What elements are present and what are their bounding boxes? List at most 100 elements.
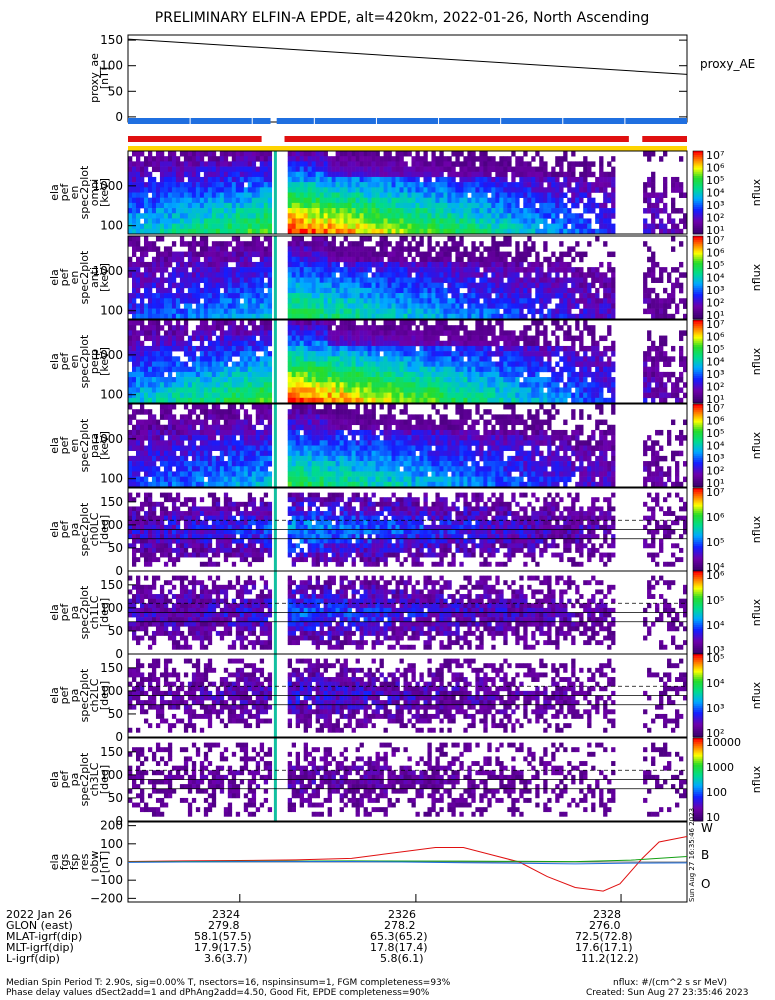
y-axis-label: pef xyxy=(58,268,71,287)
heatmap-cell xyxy=(579,308,584,315)
heatmap-cell xyxy=(455,151,460,157)
heatmap-cell xyxy=(239,277,245,283)
heatmap-cell xyxy=(291,382,296,388)
heatmap-cell xyxy=(303,387,308,393)
heatmap-cell xyxy=(671,236,676,242)
heatmap-cell xyxy=(575,176,580,183)
heatmap-cell xyxy=(443,197,448,204)
heatmap-cell xyxy=(327,387,332,393)
heatmap-cell xyxy=(483,303,488,309)
heatmap-cell xyxy=(547,277,552,283)
heatmap-cell xyxy=(427,371,432,378)
heatmap-cell xyxy=(411,197,416,204)
heatmap-cell xyxy=(583,223,588,230)
heatmap-cell xyxy=(135,187,141,193)
heatmap-cell xyxy=(371,335,376,342)
heatmap-cell xyxy=(343,320,348,326)
heatmap-cell xyxy=(263,392,269,399)
heatmap-cell xyxy=(323,320,328,326)
heatmap-cell xyxy=(247,371,253,378)
heatmap-cell xyxy=(403,356,408,362)
heatmap-cell xyxy=(267,377,273,383)
heatmap-cell xyxy=(651,313,656,320)
heatmap-cell xyxy=(128,267,133,273)
y-axis-label: pef xyxy=(58,183,71,202)
heatmap-cell xyxy=(143,202,149,209)
heatmap-cell xyxy=(447,397,452,404)
heatmap-cell xyxy=(399,192,404,198)
heatmap-cell xyxy=(367,228,372,235)
heatmap-cell xyxy=(295,277,300,283)
heatmap-cell xyxy=(235,293,241,299)
heatmap-cell xyxy=(439,397,444,404)
heatmap-cell xyxy=(491,272,496,278)
heatmap-cell xyxy=(243,197,249,204)
colorbar-segment xyxy=(693,252,703,256)
heatmap-cell xyxy=(403,387,408,393)
heatmap-cell xyxy=(543,223,548,230)
heatmap-cell xyxy=(159,161,165,167)
colorbar-segment xyxy=(693,219,703,222)
heatmap-cell xyxy=(671,176,676,183)
heatmap-cell xyxy=(263,246,269,252)
heatmap-cell xyxy=(519,218,524,224)
heatmap-cell xyxy=(223,330,229,336)
heatmap-cell xyxy=(487,387,492,393)
heatmap-cell xyxy=(379,298,384,304)
heatmap-cell xyxy=(131,303,137,309)
heatmap-cell xyxy=(371,213,376,219)
heatmap-cell xyxy=(291,335,296,342)
heatmap-cell xyxy=(251,320,257,326)
heatmap-cell xyxy=(343,313,348,320)
heatmap-cell xyxy=(443,202,448,209)
heatmap-cell xyxy=(128,261,133,268)
heatmap-cell xyxy=(507,182,512,188)
heatmap-cell xyxy=(435,272,440,278)
heatmap-cell xyxy=(395,330,400,336)
heatmap-cell xyxy=(499,256,504,263)
heatmap-cell xyxy=(571,282,576,289)
heatmap-cell xyxy=(155,277,161,283)
heatmap-cell xyxy=(587,228,592,235)
heatmap-cell xyxy=(447,208,452,214)
heatmap-cell xyxy=(567,293,572,299)
heatmap-cell xyxy=(367,345,372,352)
heatmap-cell xyxy=(255,213,261,219)
heatmap-cell xyxy=(187,277,193,283)
heatmap-cell xyxy=(183,277,189,283)
heatmap-cell xyxy=(347,340,352,347)
heatmap-cell xyxy=(191,361,197,367)
heatmap-cell xyxy=(323,236,328,242)
heatmap-cell xyxy=(563,277,568,283)
heatmap-cell xyxy=(195,202,201,209)
heatmap-cell xyxy=(179,161,185,167)
heatmap-cell xyxy=(543,228,548,235)
heatmap-cell xyxy=(195,187,201,193)
heatmap-cell xyxy=(207,282,213,289)
heatmap-cell xyxy=(659,267,664,273)
heatmap-cell xyxy=(347,166,352,173)
heatmap-cell xyxy=(267,151,273,157)
heatmap-cell xyxy=(147,287,153,294)
heatmap-cell xyxy=(455,251,460,258)
heatmap-cell xyxy=(503,267,508,273)
heatmap-cell xyxy=(139,356,145,362)
heatmap-cell xyxy=(267,251,273,258)
heatmap-cell xyxy=(475,261,480,268)
heatmap-cell xyxy=(375,267,380,273)
heatmap-cell xyxy=(531,171,536,178)
heatmap-cell xyxy=(671,187,676,193)
heatmap-cell xyxy=(403,246,408,252)
heatmap-cell xyxy=(287,293,293,299)
heatmap-cell xyxy=(559,256,564,263)
heatmap-cell xyxy=(643,218,648,224)
heatmap-cell xyxy=(427,282,432,289)
heatmap-cell xyxy=(211,228,217,235)
heatmap-cell xyxy=(435,371,440,378)
heatmap-cell xyxy=(371,377,376,383)
heatmap-cell xyxy=(543,208,548,214)
heatmap-cell xyxy=(339,156,344,162)
heatmap-cell xyxy=(351,202,356,209)
heatmap-cell xyxy=(399,171,404,178)
heatmap-cell xyxy=(575,313,580,320)
